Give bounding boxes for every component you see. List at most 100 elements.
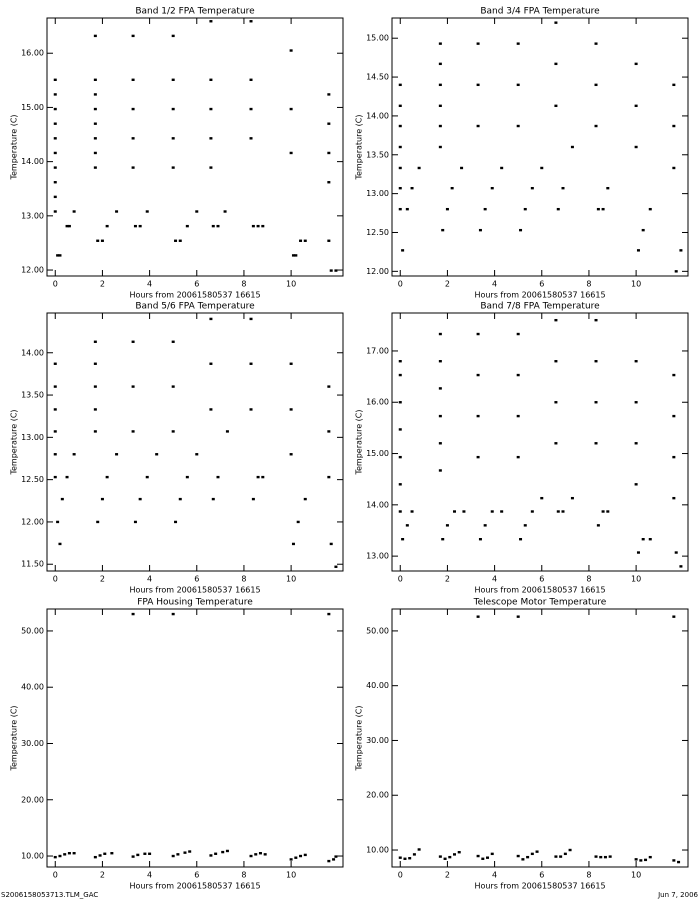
data-point <box>672 166 676 170</box>
data-point <box>53 362 57 365</box>
data-point <box>523 524 527 527</box>
data-point <box>530 510 534 513</box>
y-tick-label: 13.00 <box>21 211 44 220</box>
data-point <box>136 853 140 857</box>
x-tick-label: 10 <box>631 871 641 880</box>
data-point <box>171 854 175 858</box>
y-tick-label: 13.00 <box>21 433 44 442</box>
x-tick-label: 6 <box>194 280 199 289</box>
data-point <box>58 542 62 546</box>
x-tick-label: 8 <box>586 575 591 584</box>
data-point <box>303 497 307 501</box>
data-point <box>398 510 402 513</box>
data-point <box>403 857 407 860</box>
data-point <box>398 455 402 459</box>
y-axis-label: Temperature (C) <box>355 705 364 771</box>
data-point <box>53 210 57 213</box>
data-point <box>405 207 409 211</box>
data-point <box>516 455 520 459</box>
data-point <box>303 853 307 857</box>
panel: Band 5/6 FPA Temperature Hours from 20061… <box>10 302 344 595</box>
data-point <box>249 408 253 411</box>
data-point <box>441 228 445 232</box>
data-point <box>596 207 600 211</box>
data-point <box>443 857 447 860</box>
data-point <box>438 332 442 336</box>
data-point <box>296 520 300 524</box>
data-point <box>594 124 598 128</box>
data-point <box>291 542 295 546</box>
data-point <box>453 853 457 856</box>
data-point <box>601 207 605 211</box>
data-point <box>554 62 558 66</box>
data-point <box>594 360 598 363</box>
data-point <box>53 78 57 81</box>
data-point <box>289 408 293 411</box>
data-point <box>398 104 402 108</box>
data-point <box>256 224 260 228</box>
chart-title: Band 1/2 FPA Temperature <box>135 7 255 17</box>
data-point <box>93 137 97 140</box>
data-point <box>148 852 152 855</box>
x-tick-label: 0 <box>398 871 403 880</box>
data-point <box>462 510 466 513</box>
data-point <box>299 854 303 858</box>
x-tick-label: 2 <box>100 280 105 289</box>
data-point <box>138 224 142 228</box>
data-point <box>214 852 218 855</box>
data-point <box>500 510 504 513</box>
data-point <box>145 475 149 479</box>
data-point <box>249 854 253 858</box>
x-tick-label: 8 <box>586 280 591 289</box>
data-point <box>398 124 402 128</box>
data-point <box>476 83 480 87</box>
data-point <box>438 124 442 128</box>
data-point <box>209 78 213 81</box>
data-point <box>327 475 331 479</box>
data-point <box>641 537 645 541</box>
y-tick-label: 13.00 <box>366 189 389 198</box>
data-point <box>634 483 638 486</box>
data-point <box>398 83 402 87</box>
x-tick-label: 0 <box>53 871 58 880</box>
data-point <box>171 430 175 433</box>
data-point <box>648 855 652 859</box>
data-point <box>412 853 416 856</box>
y-tick-label: 14.00 <box>21 157 44 166</box>
data-point <box>554 318 558 322</box>
y-tick-label: 12.00 <box>21 517 44 526</box>
data-point <box>256 475 260 479</box>
data-point <box>599 855 603 859</box>
data-point <box>672 124 676 128</box>
y-tick-label: 14.00 <box>21 348 44 357</box>
x-tick-label: 4 <box>492 280 497 289</box>
data-point <box>327 181 331 184</box>
x-axis-label: Hours from 20061580537 16615 <box>474 291 605 300</box>
data-point <box>303 239 307 242</box>
data-point <box>261 224 265 228</box>
x-axis-label: Hours from 20061580537 16615 <box>129 882 260 891</box>
data-point <box>634 104 638 108</box>
data-point <box>53 151 57 155</box>
x-axis-label: Hours from 20061580537 16615 <box>129 586 260 595</box>
y-tick-label: 40.00 <box>21 683 44 692</box>
x-tick-label: 4 <box>147 871 152 880</box>
data-point <box>93 78 97 81</box>
data-point <box>483 207 487 211</box>
data-point <box>535 850 539 853</box>
x-tick-label: 0 <box>398 280 403 289</box>
data-point <box>143 852 147 855</box>
data-point <box>209 362 213 365</box>
data-point <box>258 852 262 855</box>
data-point <box>570 496 574 500</box>
data-point <box>594 855 598 858</box>
data-point <box>672 615 676 618</box>
data-point <box>398 428 402 431</box>
x-axis-label: Hours from 20061580537 16615 <box>474 882 605 891</box>
data-point <box>221 850 225 854</box>
data-point <box>519 537 523 541</box>
data-point <box>516 373 520 377</box>
x-tick-label: 4 <box>492 871 497 880</box>
data-point <box>410 510 414 513</box>
y-tick-label: 14.00 <box>366 111 389 120</box>
